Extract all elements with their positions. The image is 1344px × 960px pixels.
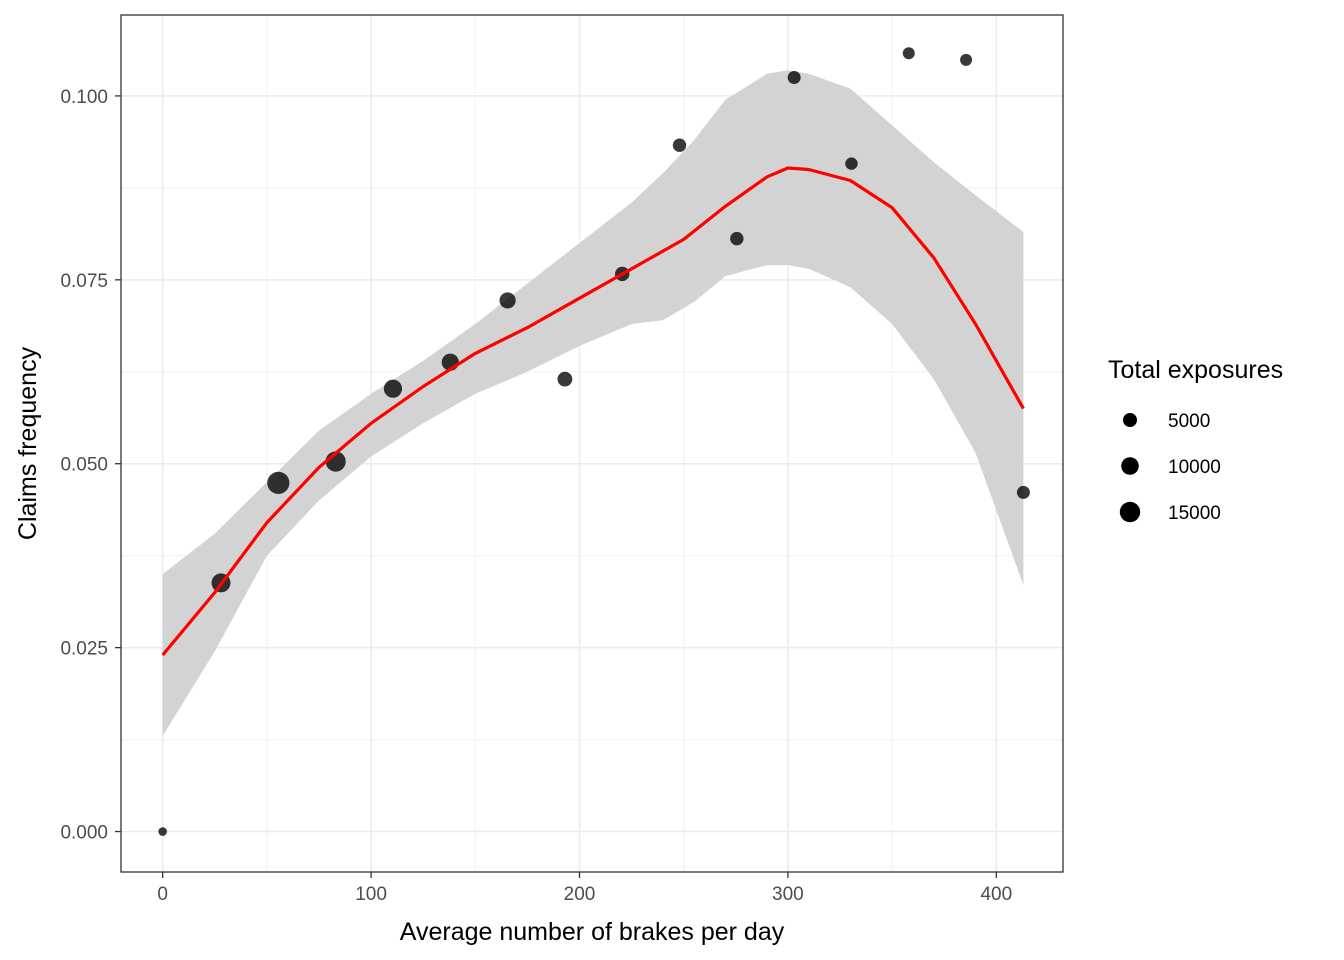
confidence-band-layer bbox=[162, 70, 1024, 736]
data-point bbox=[672, 138, 687, 152]
data-point bbox=[787, 71, 801, 85]
x-tick-label: 400 bbox=[980, 884, 1012, 905]
y-tick-label: 0.075 bbox=[60, 271, 108, 292]
data-point bbox=[267, 471, 290, 494]
x-axis: 0 100 200 300 400 bbox=[157, 872, 1012, 905]
plot-panel bbox=[120, 14, 1064, 873]
legend-title: Total exposures bbox=[1108, 356, 1283, 384]
x-tick-label: 300 bbox=[772, 884, 804, 905]
confidence-band bbox=[162, 70, 1024, 736]
x-tick-label: 0 bbox=[157, 884, 168, 905]
x-tick-label: 100 bbox=[355, 884, 387, 905]
data-point bbox=[557, 371, 573, 387]
x-tick-label: 200 bbox=[564, 884, 596, 905]
points-layer bbox=[158, 47, 1030, 836]
x-axis-title: Average number of brakes per day bbox=[400, 918, 785, 946]
y-axis: 0.000 0.025 0.050 0.075 0.100 bbox=[60, 87, 121, 844]
legend-label: 15000 bbox=[1168, 503, 1221, 524]
legend-key bbox=[1119, 501, 1141, 523]
y-axis-title: Claims frequency bbox=[14, 346, 42, 540]
data-point bbox=[960, 53, 973, 66]
legend-key bbox=[1123, 413, 1137, 427]
legend-label: 5000 bbox=[1168, 411, 1210, 432]
data-point bbox=[902, 47, 915, 60]
y-tick-label: 0.100 bbox=[60, 87, 108, 108]
y-tick-label: 0.000 bbox=[60, 823, 108, 844]
y-tick-label: 0.025 bbox=[60, 639, 108, 660]
data-point bbox=[383, 379, 403, 398]
data-point bbox=[158, 827, 167, 836]
legend: Total exposures 5000 10000 15000 bbox=[1108, 356, 1283, 524]
legend-label: 10000 bbox=[1168, 457, 1221, 478]
y-tick-label: 0.050 bbox=[60, 455, 108, 476]
data-point bbox=[730, 231, 744, 246]
data-point bbox=[845, 157, 858, 170]
smooth-line bbox=[161, 166, 1025, 657]
data-point bbox=[499, 292, 516, 309]
data-point bbox=[1016, 485, 1030, 499]
panel-border bbox=[120, 14, 1064, 873]
panel-background bbox=[121, 15, 1063, 872]
smooth-line-layer bbox=[161, 166, 1025, 657]
legend-key bbox=[1121, 457, 1139, 475]
